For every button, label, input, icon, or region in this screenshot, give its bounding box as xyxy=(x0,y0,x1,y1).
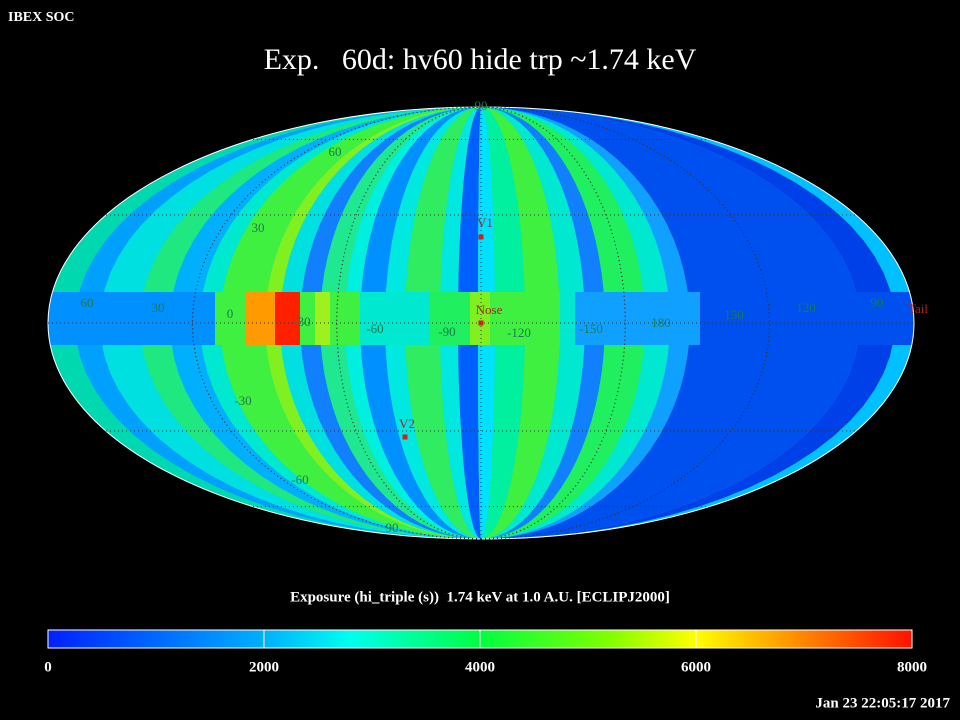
colorbar-ticks: 0 2000 4000 6000 8000 xyxy=(44,630,927,675)
latitude-label: 0 xyxy=(227,306,234,321)
latitude-label: 90 xyxy=(386,520,399,535)
equator-band xyxy=(315,292,330,345)
equator-band xyxy=(430,292,470,345)
colorbar-tick-label: 8000 xyxy=(897,659,927,675)
sky-band xyxy=(481,107,860,539)
meridian xyxy=(480,106,771,540)
longitude-label: -120 xyxy=(507,325,531,340)
longitude-label: 120 xyxy=(796,300,816,315)
sky-band xyxy=(481,107,560,539)
sky-band xyxy=(481,107,605,539)
longitude-label: -90 xyxy=(438,324,455,339)
longitude-label: 30 xyxy=(152,300,165,315)
equator-band xyxy=(245,292,275,345)
equator-band xyxy=(300,292,315,345)
marker-dot xyxy=(402,434,408,440)
equator-band xyxy=(470,292,490,345)
colorbar-tick-label: 2000 xyxy=(249,659,279,675)
latitude-label: 90 xyxy=(475,98,488,113)
equator-band xyxy=(575,292,700,345)
equator-band xyxy=(215,292,245,345)
sky-band xyxy=(405,107,481,539)
equator-band xyxy=(48,292,215,345)
colorbar-tick-label: 6000 xyxy=(681,659,711,675)
equator-band xyxy=(700,292,914,345)
marker-dot xyxy=(478,320,484,326)
grid-labels: 90 60 30 0 -30 -60 90 60 30 -30 -60 -90 -120 -150 180 1… xyxy=(81,98,929,535)
longitude-label: 60 xyxy=(81,295,94,310)
equator-band xyxy=(330,292,360,345)
equator-band xyxy=(560,292,575,345)
sky-band xyxy=(220,107,481,539)
marker-dot xyxy=(478,234,484,240)
longitude-label: -60 xyxy=(366,321,383,336)
longitude-label: 180 xyxy=(651,315,671,330)
longitude-label: 150 xyxy=(724,307,744,322)
equator-band xyxy=(490,292,560,345)
meridian xyxy=(336,106,482,540)
latitude-label: 30 xyxy=(252,220,265,235)
longitude-label: -30 xyxy=(293,314,310,329)
latitude-label: -30 xyxy=(234,393,251,408)
sky-band xyxy=(320,107,481,539)
meridian xyxy=(480,106,626,540)
sky-band xyxy=(481,107,645,539)
colorbar-tick-label: 4000 xyxy=(465,659,495,675)
equator-band xyxy=(360,292,430,345)
marker-label: Tail xyxy=(908,301,928,316)
longitude-label: -150 xyxy=(579,321,603,336)
marker-label: V2 xyxy=(399,416,415,431)
sky-band xyxy=(385,107,481,539)
meridian xyxy=(191,106,482,540)
latitude-label: 60 xyxy=(329,144,342,159)
title: Exp. 60d: hv60 hide trp ~1.74 keV xyxy=(264,43,697,76)
marker-label: V1 xyxy=(477,215,493,230)
timestamp: Jan 23 22:05:17 2017 xyxy=(815,695,950,711)
longitude-label: 90 xyxy=(871,295,884,310)
colorbar-tick-label: 0 xyxy=(44,659,52,675)
colorbar-label: Exposure (hi_triple (s)) 1.74 keV at 1.0… xyxy=(290,589,670,605)
latitude-label: -60 xyxy=(291,472,308,487)
marker-label: Nose xyxy=(476,302,503,317)
equator-band xyxy=(275,292,300,345)
source: IBEX SOC xyxy=(8,10,75,25)
